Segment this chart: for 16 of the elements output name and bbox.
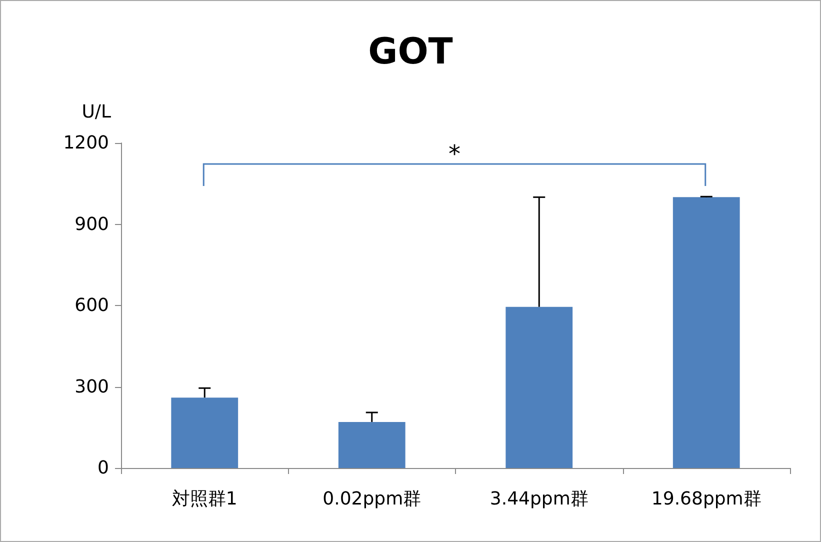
x-tick-label: 対照群1 bbox=[172, 488, 238, 510]
y-tick-label: 0 bbox=[98, 458, 109, 478]
y-tick-label: 300 bbox=[74, 376, 109, 398]
bar bbox=[506, 306, 573, 468]
x-tick-label: 0.02ppm群 bbox=[322, 488, 422, 510]
bar bbox=[338, 422, 406, 468]
x-tick-label: 3.44ppm群 bbox=[490, 488, 588, 510]
bar bbox=[171, 398, 238, 468]
chart-title: GOT bbox=[368, 32, 454, 72]
bar bbox=[672, 197, 740, 468]
y-tick-label: 900 bbox=[74, 214, 109, 235]
y-tick-label: 600 bbox=[74, 295, 109, 316]
y-tick-label: 1200 bbox=[63, 132, 109, 154]
annotation: * bbox=[448, 140, 460, 168]
y-axis-title: U/L bbox=[82, 102, 111, 122]
x-tick-label: 19.68ppm群 bbox=[651, 488, 762, 510]
